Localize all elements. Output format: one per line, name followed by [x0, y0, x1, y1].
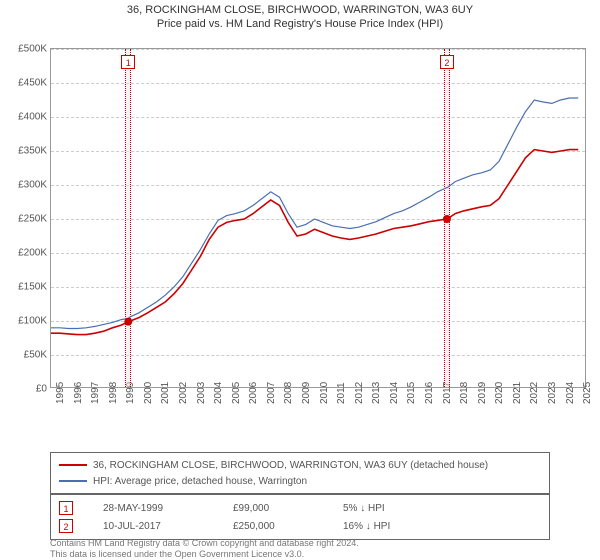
event-date-2: 10-JUL-2017 [103, 521, 203, 532]
event-marker-1: 1 [59, 501, 73, 515]
legend-row-property: 36, ROCKINGHAM CLOSE, BIRCHWOOD, WARRING… [59, 457, 541, 473]
ytick-label: £450K [7, 78, 47, 89]
ytick-label: £350K [7, 146, 47, 157]
chart-title-sub: Price paid vs. HM Land Registry's House … [0, 18, 600, 30]
sale-dot [124, 318, 132, 326]
event-marker-2: 2 [59, 519, 73, 533]
legend-swatch-hpi [59, 480, 87, 482]
ytick-label: £200K [7, 248, 47, 259]
legend-row-hpi: HPI: Average price, detached house, Warr… [59, 473, 541, 489]
ytick-label: £300K [7, 180, 47, 191]
chart-area: £0£50K£100K£150K£200K£250K£300K£350K£400… [50, 48, 586, 418]
plot-region: £0£50K£100K£150K£200K£250K£300K£350K£400… [50, 48, 586, 388]
ytick-label: £500K [7, 44, 47, 55]
event-price-2: £250,000 [233, 521, 313, 532]
footnote-line2: This data is licensed under the Open Gov… [50, 549, 550, 560]
event-price-1: £99,000 [233, 503, 313, 514]
lines-svg [51, 49, 587, 389]
chart-title-main: 36, ROCKINGHAM CLOSE, BIRCHWOOD, WARRING… [0, 4, 600, 16]
ytick-label: £400K [7, 112, 47, 123]
ytick-label: £250K [7, 214, 47, 225]
ytick-label: £100K [7, 316, 47, 327]
legend-label-hpi: HPI: Average price, detached house, Warr… [93, 476, 307, 487]
legend-box: 36, ROCKINGHAM CLOSE, BIRCHWOOD, WARRING… [50, 452, 550, 494]
ytick-label: £50K [7, 350, 47, 361]
event-date-1: 28-MAY-1999 [103, 503, 203, 514]
events-box: 1 28-MAY-1999 £99,000 5% ↓ HPI 2 10-JUL-… [50, 494, 550, 540]
ytick-label: £150K [7, 282, 47, 293]
event-row-1: 1 28-MAY-1999 £99,000 5% ↓ HPI [59, 499, 541, 517]
title-block: 36, ROCKINGHAM CLOSE, BIRCHWOOD, WARRING… [0, 0, 600, 30]
sale-dot [443, 215, 451, 223]
footnote-line1: Contains HM Land Registry data © Crown c… [50, 538, 550, 549]
footnote: Contains HM Land Registry data © Crown c… [50, 538, 550, 560]
series-line-property [51, 150, 578, 335]
legend-swatch-property [59, 464, 87, 466]
event-hpi-2: 16% ↓ HPI [343, 521, 443, 532]
chart-container: { "title": { "main": "36, ROCKINGHAM CLO… [0, 0, 600, 560]
event-row-2: 2 10-JUL-2017 £250,000 16% ↓ HPI [59, 517, 541, 535]
series-line-hpi [51, 98, 578, 329]
event-hpi-1: 5% ↓ HPI [343, 503, 443, 514]
legend-label-property: 36, ROCKINGHAM CLOSE, BIRCHWOOD, WARRING… [93, 460, 488, 471]
ytick-label: £0 [7, 384, 47, 395]
